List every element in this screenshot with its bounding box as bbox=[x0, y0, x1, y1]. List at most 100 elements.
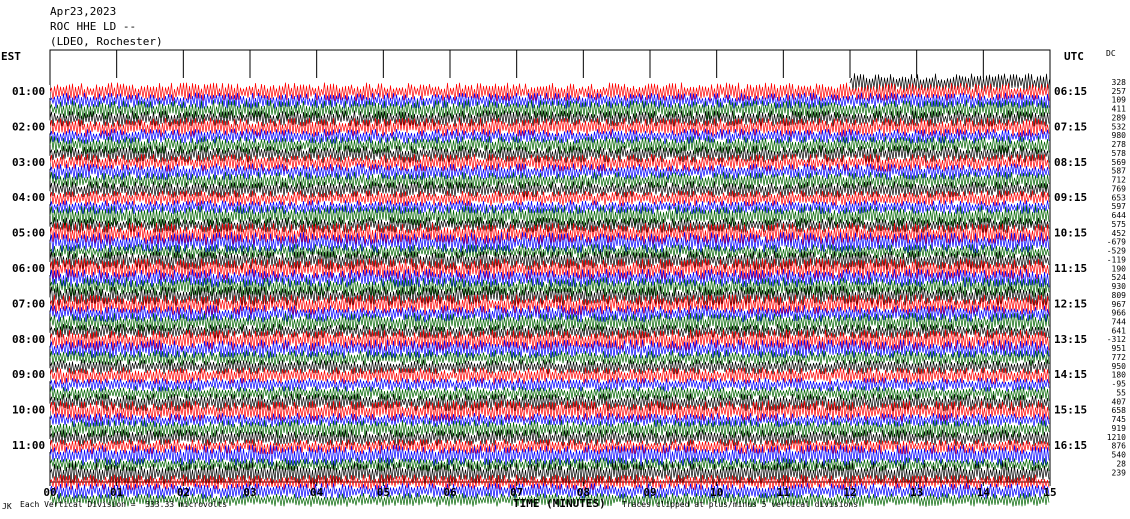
utc-hour-label: 09:15 bbox=[1054, 191, 1087, 204]
seismic-trace bbox=[49, 439, 1050, 455]
dc-offset-value: -312 bbox=[1107, 335, 1126, 344]
seismic-trace bbox=[49, 350, 1050, 366]
seismic-trace bbox=[49, 323, 1050, 339]
dc-offset-value: 769 bbox=[1112, 184, 1127, 193]
seismic-trace bbox=[49, 377, 1050, 392]
dc-offset-value: 28 bbox=[1116, 459, 1126, 468]
x-tick-label: 01 bbox=[110, 486, 124, 499]
seismic-trace bbox=[49, 171, 1050, 190]
dc-offset-value: 966 bbox=[1112, 309, 1127, 318]
hour-label-bg bbox=[10, 155, 50, 169]
hour-label-bg bbox=[10, 439, 50, 452]
seismic-trace bbox=[49, 483, 1050, 499]
dc-offset-value: 540 bbox=[1112, 451, 1127, 460]
x-tick-label: 02 bbox=[177, 486, 190, 499]
seismic-trace bbox=[49, 244, 1050, 260]
seismic-trace bbox=[49, 386, 1050, 401]
hour-label-bg bbox=[10, 262, 50, 275]
utc-hour-label: 10:15 bbox=[1054, 227, 1087, 240]
dc-offset-value: -529 bbox=[1107, 247, 1126, 256]
x-tick-label: 14 bbox=[977, 486, 991, 499]
utc-hour-label: 12:15 bbox=[1054, 297, 1087, 310]
x-tick-label: 03 bbox=[243, 486, 256, 499]
dc-offset-value: 524 bbox=[1112, 273, 1127, 282]
hour-label-bg bbox=[10, 368, 50, 382]
seismic-trace bbox=[49, 367, 1050, 385]
utc-axis-title: UTC bbox=[1064, 50, 1084, 63]
dc-offset-value: -119 bbox=[1107, 255, 1126, 264]
dc-offset-value: 980 bbox=[1112, 131, 1127, 140]
x-tick-label: 12 bbox=[843, 486, 856, 499]
seismic-trace bbox=[49, 462, 1050, 485]
date-label: Apr23,2023 bbox=[50, 5, 117, 18]
dc-offset-value: 658 bbox=[1112, 406, 1127, 415]
x-tick-label: 07 bbox=[510, 486, 523, 499]
dc-offset-value: 644 bbox=[1112, 211, 1127, 220]
hour-label-bg bbox=[10, 297, 50, 311]
seismic-trace bbox=[49, 222, 1050, 245]
seismic-trace bbox=[49, 117, 1050, 138]
hour-label-bg bbox=[10, 120, 50, 134]
x-tick-label: 00 bbox=[43, 486, 56, 499]
est-hour-label: 03:00 bbox=[12, 156, 45, 169]
seismic-trace bbox=[49, 359, 1050, 375]
seismic-trace bbox=[49, 444, 1050, 467]
seismic-trace bbox=[49, 99, 1050, 120]
est-hour-label: 02:00 bbox=[12, 120, 45, 133]
scale-note: Each Vertical Division = 333.33 microvol… bbox=[20, 500, 228, 509]
x-axis-title: TIME (MINUTES) bbox=[513, 497, 606, 510]
seismic-trace bbox=[49, 294, 1050, 316]
x-tick-label: 11 bbox=[777, 486, 791, 499]
x-tick-label: 13 bbox=[910, 486, 923, 499]
dc-offset-value: 289 bbox=[1112, 113, 1127, 122]
dc-offset-value: 239 bbox=[1112, 468, 1127, 477]
utc-hour-label: 06:15 bbox=[1054, 85, 1087, 98]
clip-note: Traces clipped at plus/minus 5 vertical … bbox=[622, 500, 859, 509]
x-tick-label: 05 bbox=[377, 486, 390, 499]
est-hour-label: 01:00 bbox=[12, 85, 45, 98]
utc-hour-label: 07:15 bbox=[1054, 120, 1087, 133]
dc-offset-value: 575 bbox=[1112, 220, 1127, 229]
dc-offset-value: -95 bbox=[1112, 380, 1127, 389]
dc-offset-value: 532 bbox=[1112, 122, 1127, 131]
dc-offset-value: -679 bbox=[1107, 238, 1126, 247]
seismic-trace bbox=[49, 312, 1050, 333]
station-label: ROC HHE LD -- bbox=[50, 20, 137, 33]
dc-offset-value: 190 bbox=[1112, 264, 1127, 273]
est-hour-label: 05:00 bbox=[12, 227, 45, 240]
dc-offset-value: 712 bbox=[1112, 176, 1127, 185]
dc-offset-value: 919 bbox=[1112, 424, 1127, 433]
dc-offset-value: 930 bbox=[1112, 282, 1127, 291]
x-tick-label: 04 bbox=[310, 486, 324, 499]
dc-offset-value: 653 bbox=[1112, 193, 1127, 202]
footer-mark: JK bbox=[2, 502, 12, 511]
seismic-trace bbox=[49, 190, 1050, 207]
seismic-trace bbox=[49, 285, 1050, 306]
seismic-trace bbox=[49, 492, 1050, 507]
seismic-trace bbox=[49, 250, 1050, 271]
dc-offset-value: 569 bbox=[1112, 158, 1127, 167]
dc-offset-value: 411 bbox=[1112, 105, 1127, 114]
dc-offset-value: 744 bbox=[1112, 317, 1127, 326]
x-tick-label: 08 bbox=[577, 486, 590, 499]
seismic-trace bbox=[49, 258, 1050, 281]
seismic-trace bbox=[49, 92, 1050, 109]
utc-hour-label: 15:15 bbox=[1054, 404, 1087, 417]
est-hour-label: 08:00 bbox=[12, 333, 45, 346]
dc-offset-value: 745 bbox=[1112, 415, 1127, 424]
seismic-trace bbox=[49, 181, 1050, 198]
seismic-trace bbox=[49, 419, 1050, 439]
dc-offset-value: 876 bbox=[1112, 442, 1127, 451]
seismic-trace bbox=[49, 200, 1050, 215]
dc-offset-value: 951 bbox=[1112, 344, 1127, 353]
utc-hour-label: 13:15 bbox=[1054, 333, 1087, 346]
seismic-trace bbox=[49, 268, 1050, 288]
seismic-trace bbox=[849, 73, 1050, 93]
seismic-trace bbox=[49, 204, 1050, 228]
dc-offset-value: 809 bbox=[1112, 291, 1127, 300]
seismic-trace bbox=[49, 277, 1050, 297]
hour-label-bg bbox=[10, 403, 50, 417]
est-hour-label: 09:00 bbox=[12, 368, 45, 381]
dc-axis-title: DC bbox=[1106, 49, 1116, 58]
